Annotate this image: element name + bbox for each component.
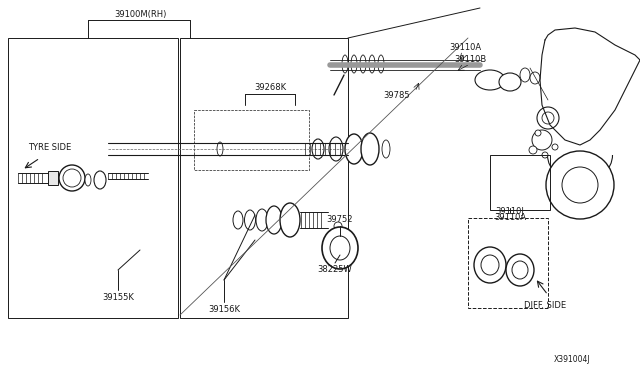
Text: 39268K: 39268K [254, 83, 286, 93]
Ellipse shape [499, 73, 521, 91]
Bar [468, 218, 548, 308]
Ellipse shape [369, 55, 375, 73]
Ellipse shape [481, 255, 499, 275]
Text: 39110A: 39110A [449, 44, 481, 52]
Text: X391004J: X391004J [554, 356, 590, 365]
Ellipse shape [474, 247, 506, 283]
Text: 39110B: 39110B [454, 55, 486, 64]
Circle shape [535, 130, 541, 136]
Ellipse shape [475, 70, 505, 90]
Text: 38225W: 38225W [317, 266, 353, 275]
Text: 39110J: 39110J [495, 208, 524, 217]
Text: 39785: 39785 [384, 92, 410, 100]
Ellipse shape [530, 72, 540, 84]
Ellipse shape [382, 140, 390, 158]
Ellipse shape [256, 209, 268, 231]
Text: 39155K: 39155K [102, 294, 134, 302]
Ellipse shape [506, 254, 534, 286]
Ellipse shape [312, 139, 324, 159]
Circle shape [529, 146, 537, 154]
Ellipse shape [280, 203, 300, 237]
Ellipse shape [542, 112, 554, 124]
Ellipse shape [532, 130, 552, 150]
Ellipse shape [59, 165, 85, 191]
Ellipse shape [546, 151, 614, 219]
Ellipse shape [334, 222, 342, 230]
Ellipse shape [266, 206, 282, 234]
Bar [48, 171, 58, 185]
Ellipse shape [329, 137, 343, 161]
Ellipse shape [233, 211, 243, 229]
Ellipse shape [85, 174, 91, 186]
Ellipse shape [322, 227, 358, 269]
Ellipse shape [512, 261, 528, 279]
Bar [180, 38, 348, 318]
Text: 39752: 39752 [327, 215, 353, 224]
Bar [194, 110, 309, 170]
Ellipse shape [520, 68, 530, 82]
Ellipse shape [330, 236, 350, 260]
Text: DIFF. SIDE: DIFF. SIDE [524, 301, 566, 310]
Ellipse shape [360, 55, 366, 73]
Ellipse shape [345, 134, 363, 164]
Text: 39156K: 39156K [208, 305, 240, 314]
Ellipse shape [537, 107, 559, 129]
Ellipse shape [94, 171, 106, 189]
Ellipse shape [244, 210, 255, 230]
Ellipse shape [378, 55, 384, 73]
Bar [490, 155, 550, 210]
Circle shape [542, 152, 548, 158]
Ellipse shape [217, 142, 223, 156]
Ellipse shape [351, 55, 357, 73]
Ellipse shape [361, 133, 379, 165]
Ellipse shape [63, 169, 81, 187]
Text: TYRE SIDE: TYRE SIDE [28, 144, 71, 153]
Ellipse shape [342, 55, 348, 73]
Text: 39110A: 39110A [494, 214, 526, 222]
Bar [8, 38, 178, 318]
Ellipse shape [562, 167, 598, 203]
Text: 39100M(RH): 39100M(RH) [114, 10, 166, 19]
Circle shape [552, 144, 558, 150]
